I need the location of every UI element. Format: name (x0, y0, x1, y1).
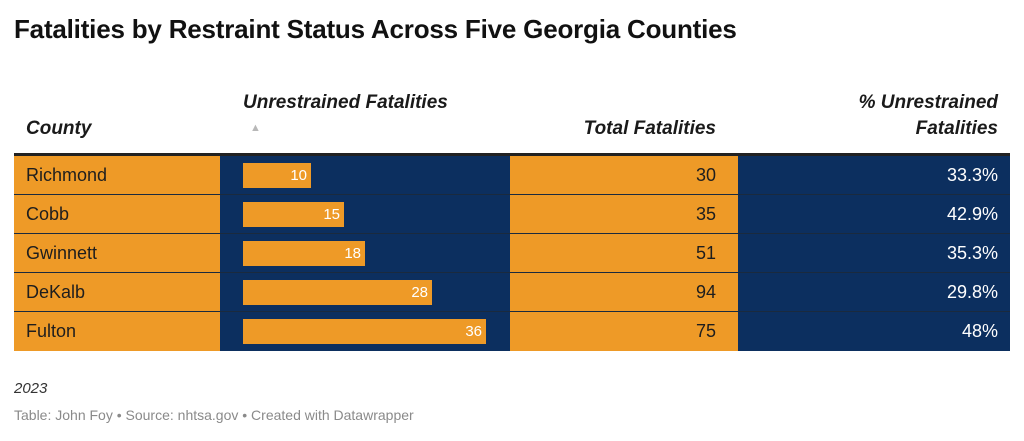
chart-title: Fatalities by Restraint Status Across Fi… (14, 14, 737, 44)
county-cell: Cobb (14, 195, 220, 233)
county-cell: DeKalb (14, 273, 220, 311)
table-row: Gwinnett 18 51 35.3% (14, 234, 1010, 273)
percent-cell: 35.3% (738, 234, 1010, 272)
bar-value-label: 36 (465, 323, 482, 340)
table-note: 2023 (14, 380, 48, 397)
county-cell: Richmond (14, 156, 220, 194)
unrestrained-bar-cell: 10 (220, 156, 510, 194)
county-cell: Gwinnett (14, 234, 220, 272)
unrestrained-bar-cell: 36 (220, 312, 510, 351)
county-cell: Fulton (14, 312, 220, 351)
unrestrained-bar-cell: 15 (220, 195, 510, 233)
unrestrained-bar-cell: 18 (220, 234, 510, 272)
bar-value-label: 28 (411, 284, 428, 301)
bar-value-label: 15 (323, 206, 340, 223)
bar-value-label: 18 (344, 245, 361, 262)
table-row: Cobb 15 35 42.9% (14, 195, 1010, 234)
total-cell: 35 (510, 195, 738, 233)
column-header-total[interactable]: Total Fatalities (583, 118, 716, 139)
table-row: Fulton 36 75 48% (14, 312, 1010, 351)
sort-ascending-icon[interactable]: ▲ (250, 122, 261, 134)
column-header-percent[interactable]: % Unrestrained Fatalities (742, 90, 998, 142)
table-row: DeKalb 28 94 29.8% (14, 273, 1010, 312)
unrestrained-bar: 18 (243, 241, 365, 266)
column-header-unrestrained[interactable]: Unrestrained Fatalities (243, 92, 448, 113)
column-header-percent-line1: % Unrestrained (858, 92, 998, 113)
table-footer: Table: John Foy • Source: nhtsa.gov • Cr… (14, 407, 414, 423)
table-row: Richmond 10 30 33.3% (14, 156, 1010, 195)
unrestrained-bar: 15 (243, 202, 344, 227)
unrestrained-bar-cell: 28 (220, 273, 510, 311)
percent-cell: 42.9% (738, 195, 1010, 233)
percent-cell: 29.8% (738, 273, 1010, 311)
column-header-percent-line2: Fatalities (915, 118, 998, 139)
unrestrained-bar: 36 (243, 319, 486, 344)
table-body: Richmond 10 30 33.3% Cobb 15 35 42.9% Gwinnett 18… (14, 156, 1010, 351)
header-divider (14, 153, 1010, 156)
total-cell: 51 (510, 234, 738, 272)
bar-value-label: 10 (290, 167, 307, 184)
total-cell: 94 (510, 273, 738, 311)
column-header-county[interactable]: County (26, 118, 92, 139)
unrestrained-bar: 10 (243, 163, 311, 188)
percent-cell: 48% (738, 312, 1010, 351)
unrestrained-bar: 28 (243, 280, 432, 305)
total-cell: 75 (510, 312, 738, 351)
percent-cell: 33.3% (738, 156, 1010, 194)
total-cell: 30 (510, 156, 738, 194)
